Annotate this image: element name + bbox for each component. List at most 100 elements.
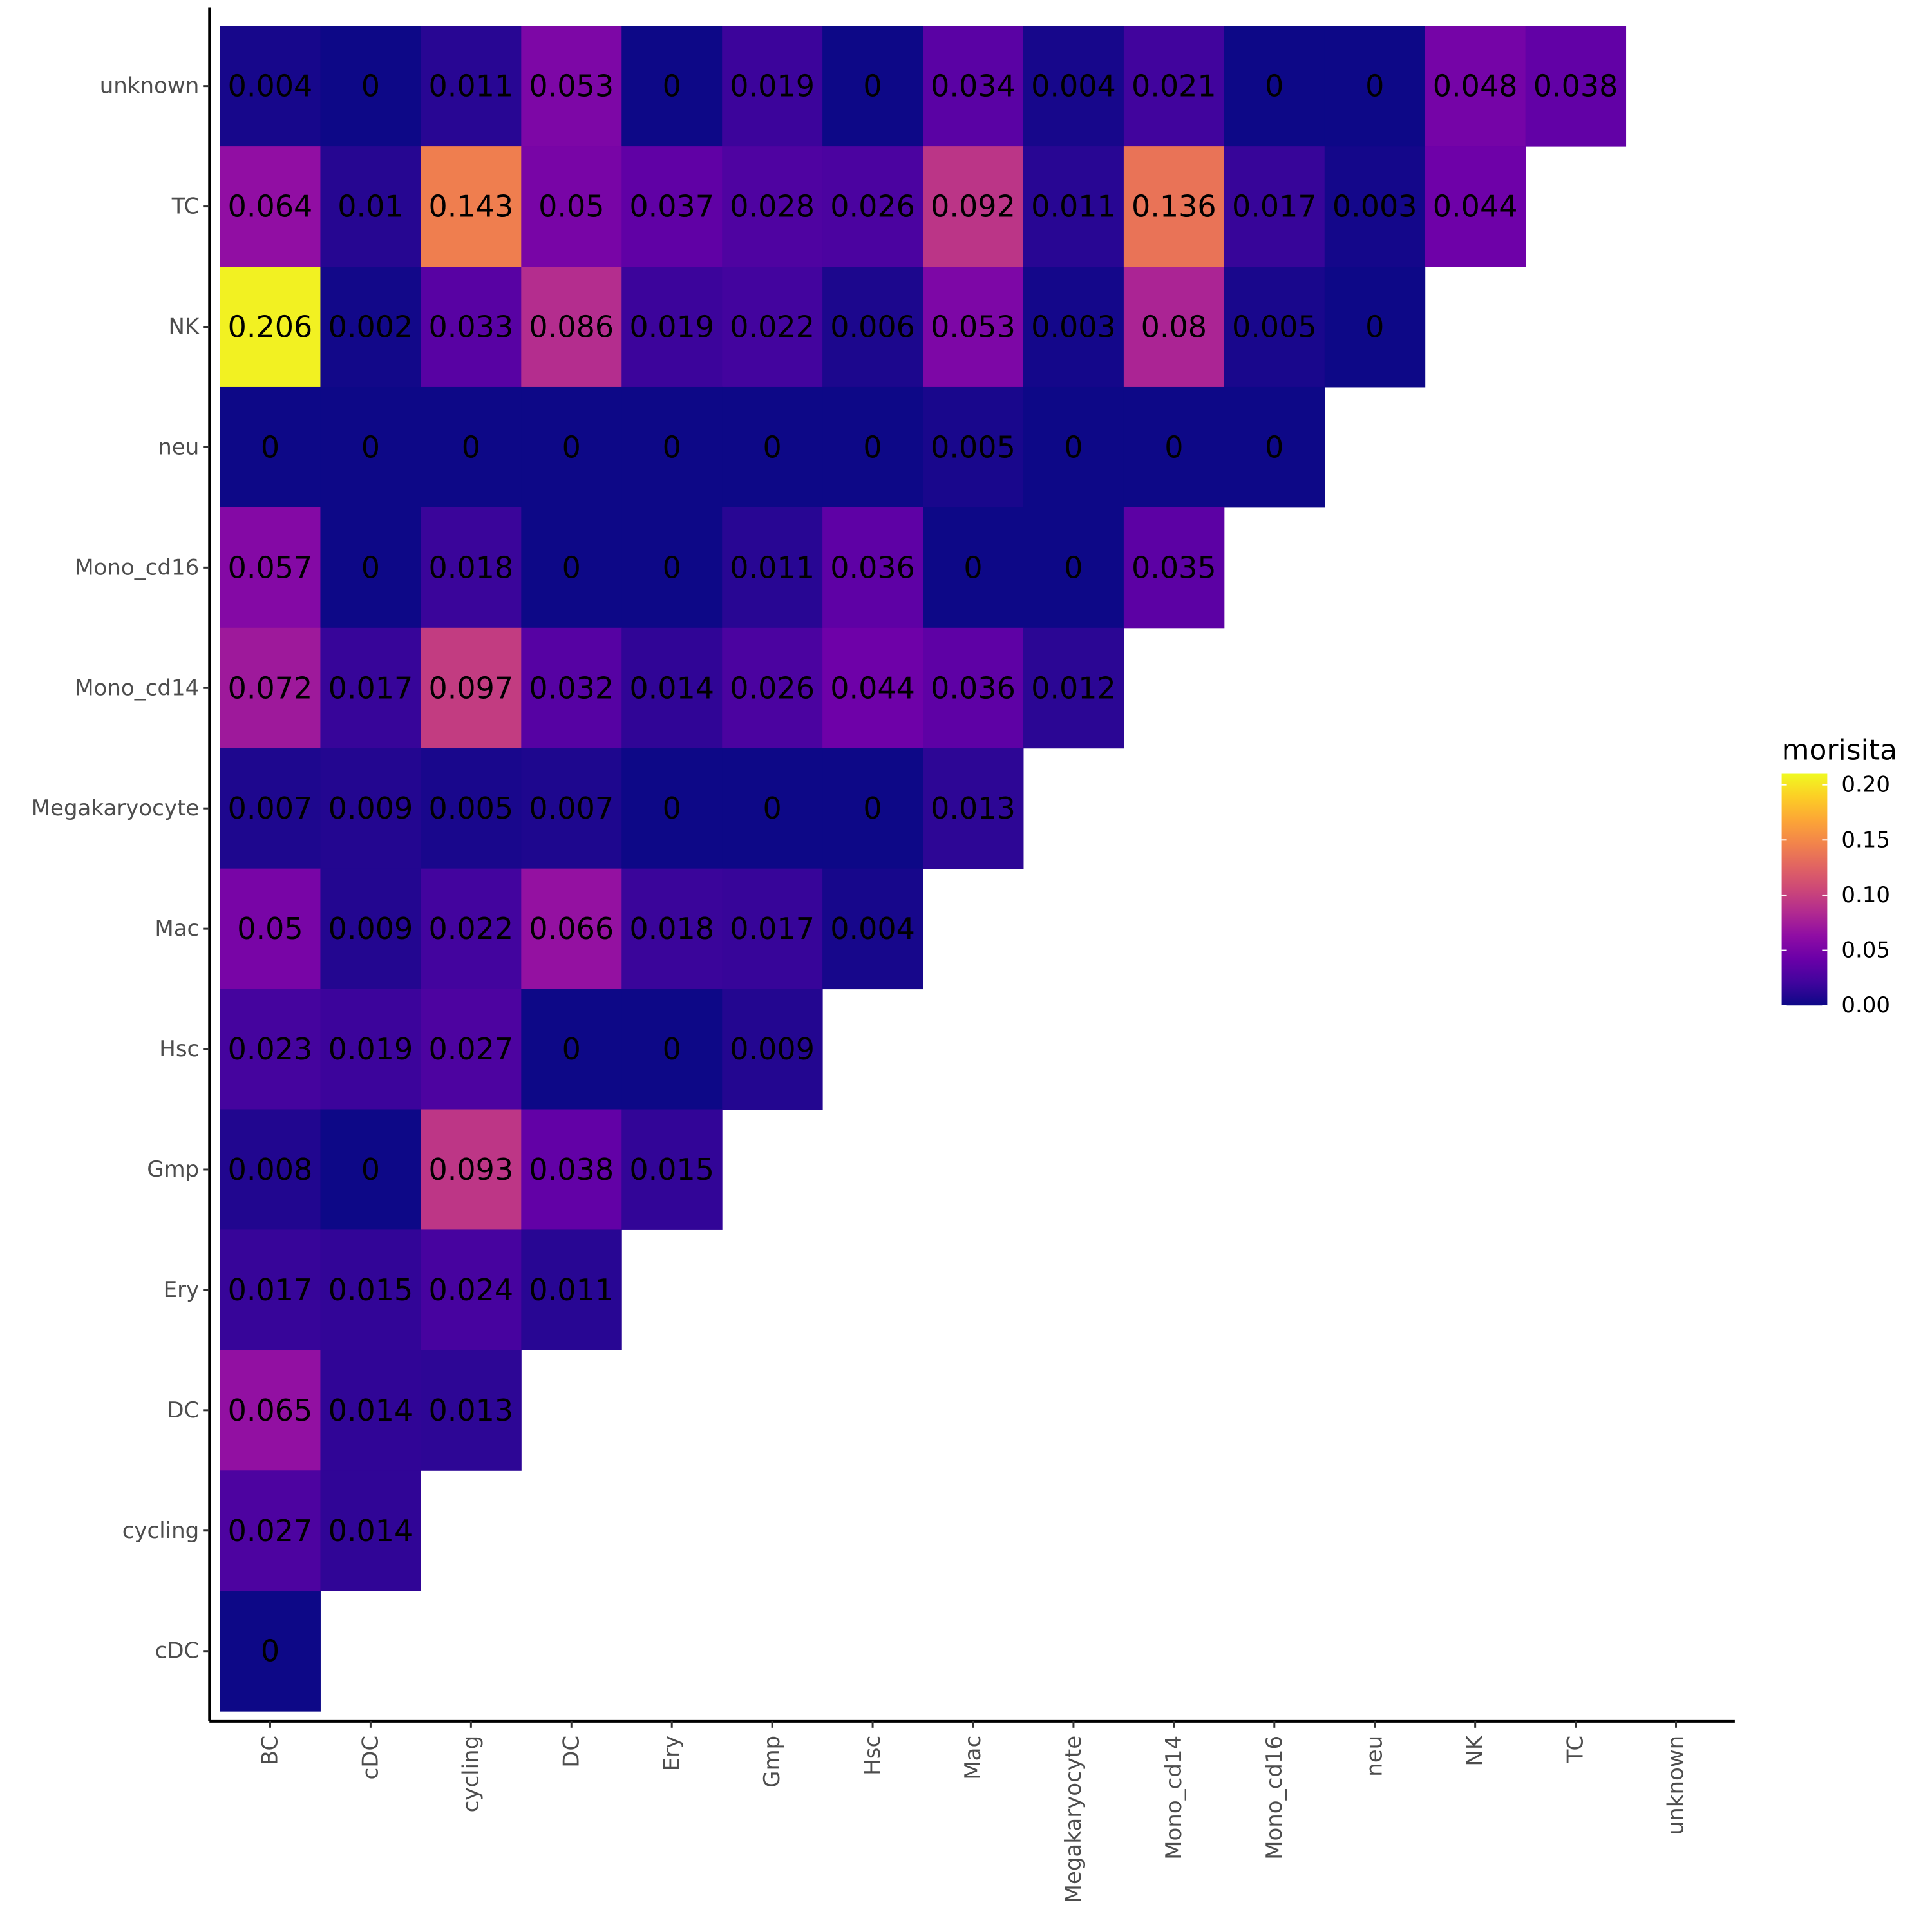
cell-value-label: 0 — [562, 1032, 581, 1066]
cell-mono-cd14-gmp — [722, 627, 823, 749]
cell-value-label: 0.034 — [931, 69, 1016, 104]
cell-value-label: 0.026 — [830, 189, 915, 224]
axes: cDC cycling DC Ery Gmp Hsc Mac Megakaryocyte Mon… — [32, 7, 1735, 1903]
cell-value-label: 0.038 — [529, 1152, 614, 1187]
cell-mono-cd14-ery — [621, 627, 723, 749]
cell-value-label: 0.019 — [328, 1032, 413, 1066]
legend-break-label: 0.10 — [1841, 882, 1890, 908]
cell-neu-gmp — [722, 386, 823, 508]
y-tick-label-gmp: Gmp — [147, 1157, 199, 1182]
cell-hsc-dc — [521, 989, 622, 1110]
cell-ery-dc — [521, 1229, 622, 1350]
legend-break-label: 0.15 — [1841, 827, 1890, 853]
cell-unknown-bc — [220, 26, 321, 147]
cell-megakaryocyte-hsc — [822, 748, 923, 869]
y-tick-label-mac: Mac — [155, 916, 199, 942]
cell-value-label: 0.002 — [328, 309, 413, 344]
x-tick-label-hsc: Hsc — [860, 1736, 886, 1776]
cell-mono-cd16-gmp — [722, 507, 823, 629]
cell-value-label: 0.004 — [830, 911, 915, 946]
cell-value-label: 0 — [261, 430, 279, 464]
cell-tc-mono-cd16 — [1224, 146, 1325, 267]
cell-tc-mono-cd14 — [1123, 146, 1225, 267]
cell-neu-hsc — [822, 386, 923, 508]
cell-hsc-gmp — [722, 989, 823, 1110]
cell-value-label: 0 — [863, 430, 882, 464]
cell-value-label: 0.033 — [428, 309, 513, 344]
cell-value-label: 0 — [1265, 430, 1283, 464]
cell-value-label: 0.092 — [931, 189, 1016, 224]
cell-value-label: 0 — [261, 1634, 279, 1669]
cell-value-label: 0 — [361, 430, 380, 464]
y-tick-label-mono-cd16: Mono_cd16 — [75, 554, 199, 580]
cell-value-label: 0.044 — [1433, 189, 1518, 224]
cell-gmp-ery — [621, 1109, 723, 1230]
cell-value-label: 0.01 — [337, 189, 403, 224]
x-tick-label-cycling: cycling — [458, 1736, 484, 1813]
cell-value-label: 0.003 — [1332, 189, 1417, 224]
cell-tc-hsc — [822, 146, 923, 267]
cell-mono-cd14-hsc — [822, 627, 923, 749]
cell-value-label: 0.005 — [428, 791, 513, 826]
cell-value-label: 0 — [863, 69, 882, 104]
heatmap-cells: 0.004 0 0.011 0.053 0 0.019 0 0.034 0.004 0.021 0 0… — [220, 26, 1627, 1712]
cell-value-label: 0.023 — [228, 1032, 313, 1066]
cell-value-label: 0.007 — [529, 791, 614, 826]
cell-mono-cd16-cycling — [421, 507, 522, 629]
cell-neu-mac — [923, 386, 1024, 508]
cell-value-label: 0.032 — [529, 670, 614, 705]
cell-ery-bc — [220, 1229, 321, 1350]
cell-tc-gmp — [722, 146, 823, 267]
cell-mono-cd16-mac — [923, 507, 1024, 629]
cell-value-label: 0.019 — [730, 69, 815, 104]
x-tick-label-gmp: Gmp — [759, 1736, 785, 1788]
cell-value-label: 0 — [361, 69, 380, 104]
cell-neu-mono-cd16 — [1224, 386, 1325, 508]
x-tick-label-mono-cd14: Mono_cd14 — [1161, 1736, 1187, 1860]
cell-nk-mono-cd14 — [1123, 267, 1225, 388]
cell-value-label: 0.038 — [1533, 69, 1618, 104]
cell-mac-hsc — [822, 868, 923, 990]
cell-nk-bc — [220, 267, 321, 388]
cell-tc-ery — [621, 146, 723, 267]
cell-value-label: 0.009 — [730, 1032, 815, 1066]
x-tick-label-neu: neu — [1362, 1736, 1388, 1777]
cell-value-label: 0.008 — [228, 1152, 313, 1187]
cell-gmp-dc — [521, 1109, 622, 1230]
cell-value-label: 0.022 — [428, 911, 513, 946]
cell-mono-cd16-hsc — [822, 507, 923, 629]
cell-unknown-ery — [621, 26, 723, 147]
y-tick-label-dc: DC — [167, 1397, 199, 1423]
cell-nk-neu — [1324, 267, 1426, 388]
cell-value-label: 0.053 — [931, 309, 1016, 344]
cell-value-label: 0.015 — [629, 1152, 714, 1187]
legend: morisita 0.00 0.05 0.10 0.15 0.20 — [1781, 734, 1897, 1018]
cell-mac-cdc — [320, 868, 421, 990]
cell-cycling-cdc — [320, 1470, 421, 1591]
cell-mono-cd16-ery — [621, 507, 723, 629]
cell-value-label: 0.036 — [830, 550, 915, 585]
cell-value-label: 0 — [762, 430, 781, 464]
cell-dc-bc — [220, 1350, 321, 1471]
x-tick-label-nk: NK — [1463, 1734, 1488, 1766]
cell-mac-gmp — [722, 868, 823, 990]
cell-value-label: 0.021 — [1132, 69, 1217, 104]
cell-value-label: 0.072 — [228, 670, 313, 705]
cell-unknown-mono-cd16 — [1224, 26, 1325, 147]
cell-neu-megakaryocyte — [1023, 386, 1124, 508]
cell-value-label: 0.004 — [228, 69, 313, 104]
cell-value-label: 0 — [361, 1152, 380, 1187]
x-tick-label-tc: TC — [1563, 1736, 1589, 1764]
cell-unknown-mono-cd14 — [1123, 26, 1225, 147]
cell-unknown-neu — [1324, 26, 1426, 147]
cell-mono-cd14-megakaryocyte — [1023, 627, 1124, 749]
cell-value-label: 0.004 — [1031, 69, 1116, 104]
cell-value-label: 0.009 — [328, 911, 413, 946]
cell-hsc-cycling — [421, 989, 522, 1110]
cell-value-label: 0.011 — [428, 69, 513, 104]
cell-unknown-megakaryocyte — [1023, 26, 1124, 147]
y-tick-label-unknown: unknown — [100, 73, 200, 99]
cell-neu-ery — [621, 386, 723, 508]
cell-value-label: 0.011 — [730, 550, 815, 585]
cell-tc-mac — [923, 146, 1024, 267]
